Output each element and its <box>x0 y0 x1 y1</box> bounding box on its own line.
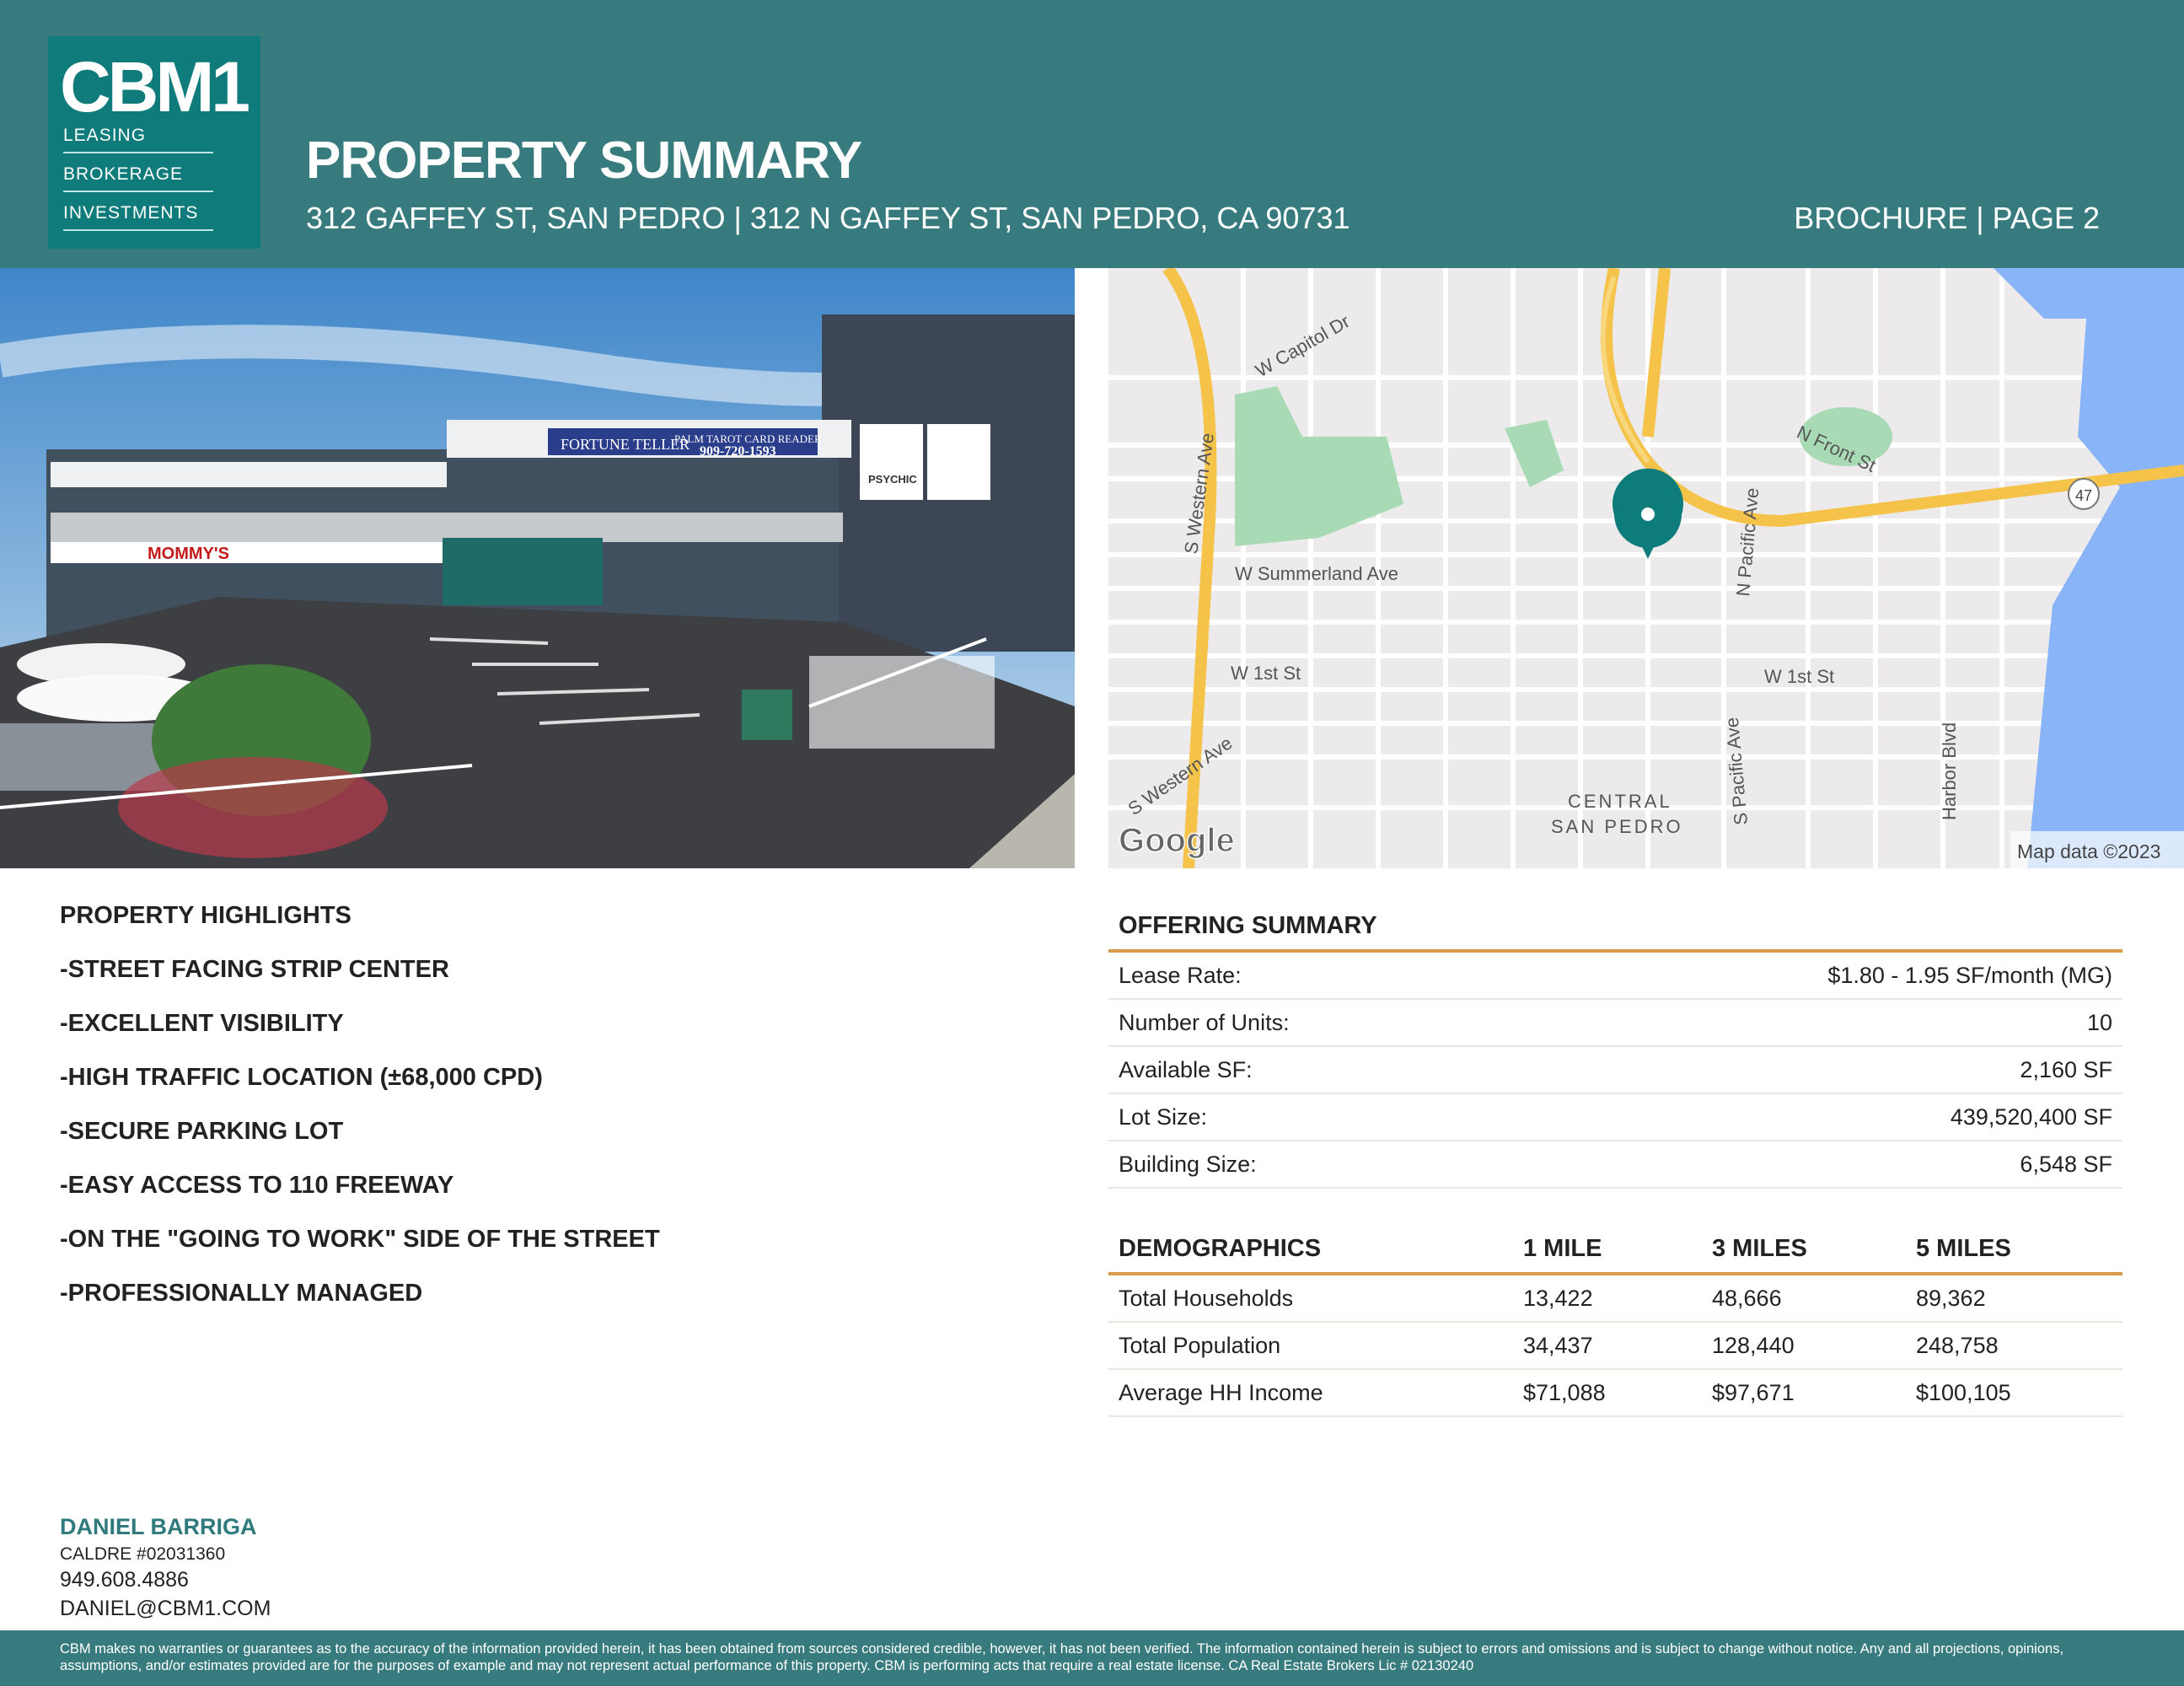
highlight-item: -ON THE "GOING TO WORK" SIDE OF THE STRE… <box>60 1226 660 1253</box>
cbm1-logo: CBM1 LEASING BROKERAGE INVESTMENTS <box>48 36 260 249</box>
sign-text: 909-720-1593 <box>700 444 776 459</box>
agent-license: CALDRE #02031360 <box>60 1544 226 1564</box>
map-label: W 1st St <box>1764 666 1834 687</box>
cell: $71,088 <box>1523 1380 1606 1405</box>
sign-text: PSYCHIC <box>868 473 917 486</box>
table-row: Number of Units: 10 <box>1108 1000 2122 1047</box>
table-row: Lot Size: 439,520,400 SF <box>1108 1094 2122 1141</box>
property-address: 312 GAFFEY ST, SAN PEDRO | 312 N GAFFEY … <box>306 201 1350 235</box>
offering-title: OFFERING SUMMARY <box>1119 912 1377 939</box>
divider <box>1108 1272 2122 1275</box>
map-label: CENTRAL <box>1568 791 1672 812</box>
table-row: Lease Rate: $1.80 - 1.95 SF/month (MG) <box>1108 953 2122 1000</box>
map-label: W Summerland Ave <box>1235 563 1398 584</box>
table-row: Total Population 34,437 128,440 248,758 <box>1108 1323 2122 1370</box>
highway-shield: 47 <box>2075 487 2092 504</box>
highlights-title: PROPERTY HIGHLIGHTS <box>60 902 351 929</box>
page-indicator: BROCHURE | PAGE 2 <box>1794 201 2100 235</box>
cell: 34,437 <box>1523 1333 1593 1358</box>
map-label: W 1st St <box>1231 663 1301 684</box>
highlight-item: -HIGH TRAFFIC LOCATION (±68,000 CPD) <box>60 1064 543 1091</box>
row-label: Available SF: <box>1119 1057 1253 1082</box>
cell: $97,671 <box>1712 1380 1795 1405</box>
demographics-header: DEMOGRAPHICS <box>1119 1235 1322 1262</box>
row-label: Lot Size: <box>1119 1104 1208 1130</box>
demographics-header: 1 MILE <box>1523 1235 1602 1262</box>
logo-brand: CBM1 <box>60 47 250 126</box>
table-row: Total Households 13,422 48,666 89,362 <box>1108 1275 2122 1323</box>
map-label: N Pacific Ave <box>1732 487 1763 598</box>
location-pin-icon[interactable] <box>1613 468 1683 559</box>
highlight-item: -EXCELLENT VISIBILITY <box>60 1010 344 1037</box>
cell: 89,362 <box>1916 1286 1986 1311</box>
agent-email[interactable]: DANIEL@CBM1.COM <box>60 1597 271 1620</box>
row-value: 6,548 SF <box>2020 1152 2112 1177</box>
table-row: Average HH Income $71,088 $97,671 $100,105 <box>1108 1370 2122 1417</box>
row-value: 10 <box>2086 1010 2112 1035</box>
demographics-header: 3 MILES <box>1712 1235 1807 1262</box>
demographics-header: 5 MILES <box>1916 1235 2011 1262</box>
cell: 48,666 <box>1712 1286 1782 1311</box>
page-title: PROPERTY SUMMARY <box>306 132 862 190</box>
row-label: Building Size: <box>1119 1152 1257 1177</box>
map-label: W Capitol Dr <box>1252 310 1353 381</box>
table-row: Building Size: 6,548 SF <box>1108 1141 2122 1189</box>
google-logo: Google <box>1119 822 1235 859</box>
sign-text: FORTUNE TELLER <box>561 436 690 453</box>
map-attribution: Map data ©2023 <box>2017 840 2160 862</box>
row-value: 439,520,400 SF <box>1950 1104 2112 1130</box>
divider <box>63 229 213 231</box>
highlight-item: -STREET FACING STRIP CENTER <box>60 956 449 983</box>
cell: 248,758 <box>1916 1333 1999 1358</box>
logo-tag: INVESTMENTS <box>63 203 199 223</box>
sign-text: MOMMY'S <box>148 545 229 563</box>
agent-phone[interactable]: 949.608.4886 <box>60 1568 189 1592</box>
row-label: Number of Units: <box>1119 1010 1290 1035</box>
row-value: $1.80 - 1.95 SF/month (MG) <box>1827 963 2112 988</box>
row-value: 2,160 SF <box>2020 1057 2112 1082</box>
cell: Average HH Income <box>1119 1380 1323 1405</box>
divider <box>63 152 213 153</box>
property-photo: FORTUNE TELLER PALM TAROT CARD READER 90… <box>0 268 1075 868</box>
header: CBM1 LEASING BROKERAGE INVESTMENTS PROPE… <box>0 0 2184 268</box>
highlight-item: -PROFESSIONALLY MANAGED <box>60 1280 423 1307</box>
cell: 13,422 <box>1523 1286 1593 1311</box>
table-row: Available SF: 2,160 SF <box>1108 1047 2122 1094</box>
map-label: SAN PEDRO <box>1551 816 1683 837</box>
cell: Total Households <box>1119 1286 1294 1311</box>
row-label: Lease Rate: <box>1119 963 1242 988</box>
logo-tag: BROKERAGE <box>63 164 184 184</box>
divider <box>1108 949 2122 953</box>
highlight-item: -SECURE PARKING LOT <box>60 1118 344 1145</box>
sign-text: PALM TAROT CARD READER <box>674 432 822 445</box>
cell: $100,105 <box>1916 1380 2011 1405</box>
agent-name: DANIEL BARRIGA <box>60 1514 257 1539</box>
footer-disclaimer: CBM makes no warranties or guarantees as… <box>0 1630 2184 1686</box>
location-map[interactable]: W Capitol Dr S Western Ave W Summerland … <box>1108 268 2184 868</box>
map-label: Harbor Blvd <box>1939 722 1960 820</box>
highlight-item: -EASY ACCESS TO 110 FREEWAY <box>60 1172 454 1199</box>
divider <box>63 191 213 192</box>
cell: Total Population <box>1119 1333 1281 1358</box>
cell: 128,440 <box>1712 1333 1795 1358</box>
logo-tag: LEASING <box>63 126 147 145</box>
